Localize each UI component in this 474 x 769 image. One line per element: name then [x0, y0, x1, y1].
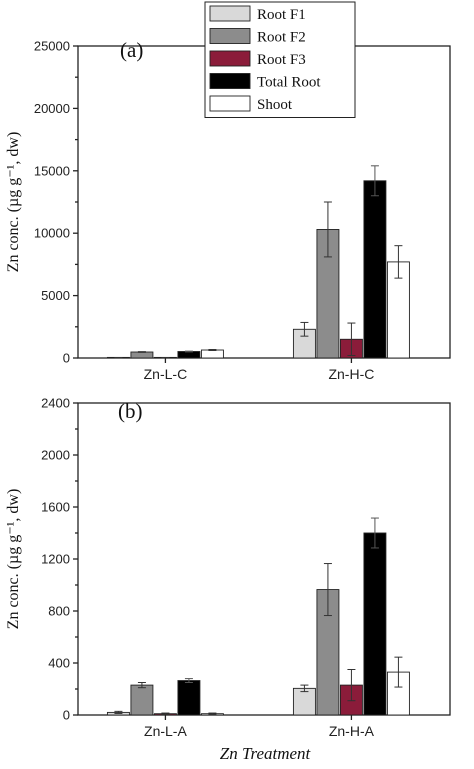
panel-a-label: (a) — [120, 38, 143, 62]
y-tick-label: 2400 — [41, 396, 70, 411]
error-bar — [137, 351, 146, 353]
legend-entry-label: Root F3 — [257, 52, 306, 68]
y-tick-label: 0 — [63, 351, 70, 366]
bar-total-root — [177, 351, 201, 359]
category-label: Zn-H-C — [328, 366, 374, 382]
y-tick-label: 2000 — [41, 448, 70, 463]
error-bar — [114, 710, 123, 714]
bar-total-root — [363, 180, 387, 359]
bar-total-root — [363, 532, 387, 716]
error-bar — [161, 712, 170, 715]
bar-shoot — [200, 349, 224, 359]
panel-b-y-axis-label: Zn conc. (µg g⁻¹, dw) — [5, 489, 22, 630]
error-bar — [394, 245, 403, 279]
legend-entry-label: Shoot — [257, 97, 293, 113]
legend-entry-label: Root F1 — [257, 7, 306, 23]
y-tick-label: 1600 — [41, 500, 70, 515]
panel-b-axes-frame — [77, 402, 451, 716]
panel-a: (a) Zn conc. (µg g⁻¹, dw) 0 5000 10000 1500… — [5, 38, 451, 382]
panel-b: (b) Zn conc. (µg g⁻¹, dw) 0 400 800 1200 160… — [5, 396, 451, 739]
y-tick-label: 15000 — [34, 163, 70, 178]
error-bar — [300, 684, 309, 693]
legend-swatch — [209, 50, 251, 67]
legend-swatch — [209, 5, 251, 22]
category-label: Zn-L-A — [144, 723, 187, 739]
y-tick-label: 1200 — [41, 552, 70, 567]
legend-swatch — [209, 95, 251, 112]
legend-entry-label: Total Root — [257, 75, 321, 91]
x-axis-title: Zn Treatment — [220, 744, 312, 763]
error-bar — [323, 563, 332, 617]
error-bar — [300, 321, 309, 337]
legend-swatch — [209, 73, 251, 89]
y-tick-label: 20000 — [34, 101, 70, 116]
bar-root-f1 — [292, 687, 316, 716]
bar-total-root — [177, 680, 201, 716]
panel-a-y-axis-label: Zn conc. (µg g⁻¹, dw) — [5, 132, 22, 273]
y-tick-label: 10000 — [34, 226, 70, 241]
error-bar — [137, 682, 146, 689]
category-label: Zn-L-C — [144, 366, 188, 382]
error-bar — [184, 678, 193, 683]
bar-root-f2 — [130, 684, 154, 716]
error-bar — [208, 712, 217, 715]
panel-b-label: (b) — [118, 399, 143, 423]
error-bar — [347, 669, 356, 702]
error-bar — [323, 201, 332, 258]
error-bar — [394, 656, 403, 688]
error-bar — [370, 165, 379, 197]
category-label: Zn-H-A — [329, 723, 375, 739]
error-bar — [370, 517, 379, 549]
y-tick-label: 25000 — [34, 39, 70, 54]
error-bar — [208, 349, 217, 352]
y-tick-label: 0 — [63, 708, 70, 723]
legend-entry-label: Root F2 — [257, 30, 306, 46]
legend: Root F1 Root F2 Root F3 Total Root Shoot — [204, 1, 356, 118]
legend-swatch — [209, 28, 251, 44]
y-tick-label: 800 — [48, 604, 70, 619]
y-tick-label: 400 — [48, 656, 70, 671]
error-bar — [184, 350, 193, 353]
bar-root-f2 — [130, 351, 154, 359]
y-tick-label: 5000 — [41, 288, 70, 303]
error-bar — [347, 322, 356, 357]
